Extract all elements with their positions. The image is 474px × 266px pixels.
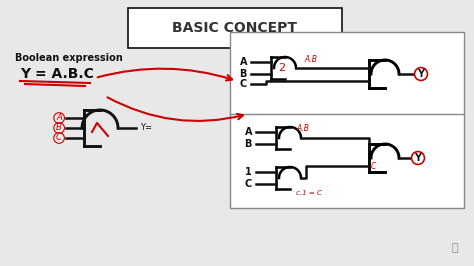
FancyBboxPatch shape [230, 114, 464, 208]
Text: B: B [245, 139, 252, 149]
Text: BASIC CONCEPT: BASIC CONCEPT [173, 21, 298, 35]
Text: 🔈: 🔈 [452, 243, 458, 253]
Text: C: C [56, 134, 62, 143]
Text: C: C [371, 162, 376, 171]
Text: Y: Y [414, 153, 421, 163]
Text: 1: 1 [245, 167, 252, 177]
Text: C: C [245, 179, 252, 189]
Text: c.1 = C: c.1 = C [296, 190, 322, 196]
Text: Boolean expression: Boolean expression [15, 53, 123, 63]
FancyBboxPatch shape [230, 32, 464, 116]
Text: Y = A.B.C: Y = A.B.C [20, 67, 94, 81]
Text: A: A [245, 127, 252, 137]
Text: A: A [56, 114, 62, 123]
Text: A.B: A.B [296, 124, 309, 133]
Text: 2: 2 [278, 63, 285, 73]
Text: A: A [239, 57, 247, 67]
Text: B: B [56, 123, 62, 132]
FancyBboxPatch shape [128, 8, 342, 48]
Text: C: C [240, 79, 247, 89]
Text: Y=: Y= [140, 123, 152, 132]
Text: B: B [240, 69, 247, 79]
Text: Y: Y [418, 69, 425, 79]
Text: A.B: A.B [304, 55, 317, 64]
